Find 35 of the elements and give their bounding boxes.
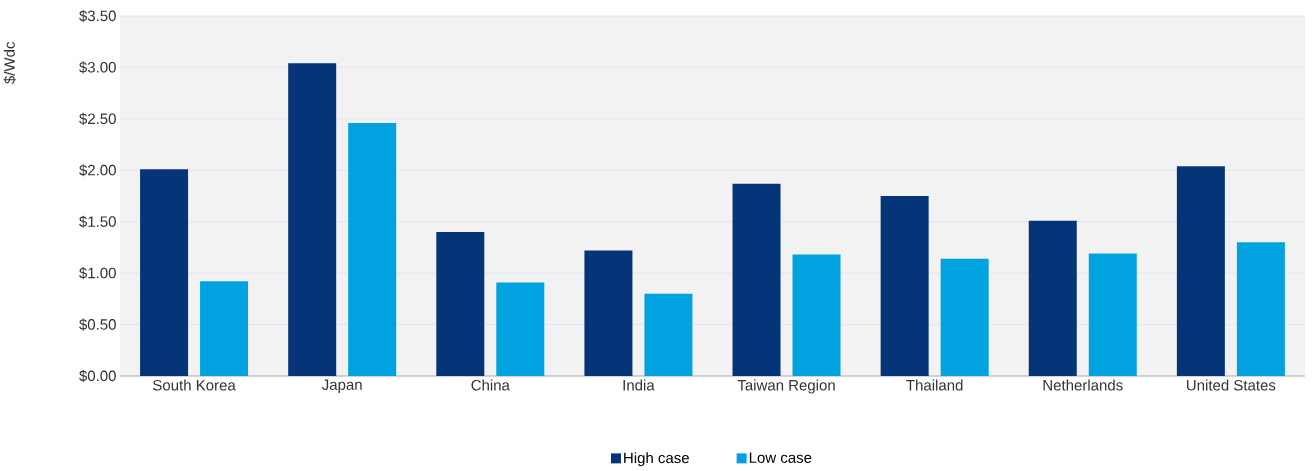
bar [584, 250, 633, 376]
x-tick-label: Thailand [906, 379, 963, 391]
bar [140, 169, 189, 376]
y-tick-label: $0.00 [79, 369, 116, 383]
x-tick-label: India [623, 379, 655, 391]
bar [1088, 253, 1137, 376]
y-tick-label: $3.50 [79, 9, 116, 23]
bar [200, 281, 249, 376]
x-tick-label: United States [1187, 379, 1276, 391]
bar [496, 282, 545, 376]
bar [1236, 242, 1285, 376]
x-tick-label: China [471, 379, 510, 391]
y-tick-label: $2.50 [79, 112, 116, 125]
x-tick-label: Taiwan Region [737, 379, 835, 394]
bar [644, 293, 693, 376]
y-tick-label: $1.00 [79, 267, 116, 280]
x-tick-label: Netherlands [1043, 379, 1123, 391]
bar [1028, 220, 1077, 376]
x-tick-label: Japan [321, 379, 362, 393]
bar [732, 183, 781, 376]
legend-label: Low case [749, 452, 812, 463]
y-tick-label: $2.00 [79, 164, 116, 177]
legend-label: High case [624, 452, 689, 467]
y-axis-title: $/Wdc [3, 41, 16, 84]
y-tick-label: $3.00 [79, 61, 116, 74]
bar [880, 195, 929, 376]
bar [288, 63, 337, 376]
bar [436, 231, 485, 376]
bar [1176, 166, 1225, 376]
y-tick-label: $1.50 [79, 215, 116, 228]
bar [348, 122, 397, 376]
bar [792, 254, 841, 376]
y-tick-label: $0.50 [79, 318, 116, 331]
bar [940, 258, 989, 376]
x-tick-label: South Korea [153, 379, 236, 391]
